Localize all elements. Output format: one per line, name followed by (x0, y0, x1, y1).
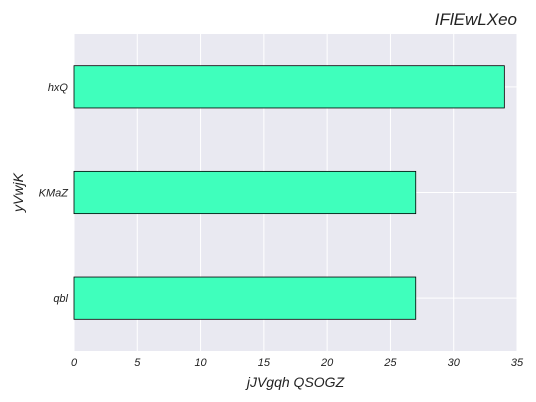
bars (73, 65, 505, 320)
x-axis-title: jJVgqh QSOGZ (245, 374, 345, 390)
chart-title: IFlEwLXeo (435, 10, 517, 29)
y-tick-label: qbl (53, 293, 68, 305)
bar-hxQ (73, 65, 505, 109)
y-tick-labels: hxQ KMaZ qbl (39, 82, 70, 305)
x-tick-label: 30 (448, 357, 461, 369)
y-tick-label: KMaZ (39, 188, 70, 200)
y-tick-label: hxQ (48, 82, 69, 94)
x-tick-label: 15 (258, 357, 271, 369)
bar-qbl (73, 276, 417, 320)
x-tick-label: 10 (194, 357, 207, 369)
x-tick-label: 20 (320, 357, 334, 369)
x-tick-label: 35 (511, 357, 524, 369)
bar-KMaZ (73, 170, 417, 215)
x-tick-label: 5 (134, 357, 141, 369)
x-tick-label: 25 (383, 357, 397, 369)
x-tick-labels: 0 5 10 15 20 25 30 35 (71, 357, 524, 369)
x-tick-label: 0 (71, 357, 78, 369)
y-axis-title: yVwjK (10, 172, 26, 213)
